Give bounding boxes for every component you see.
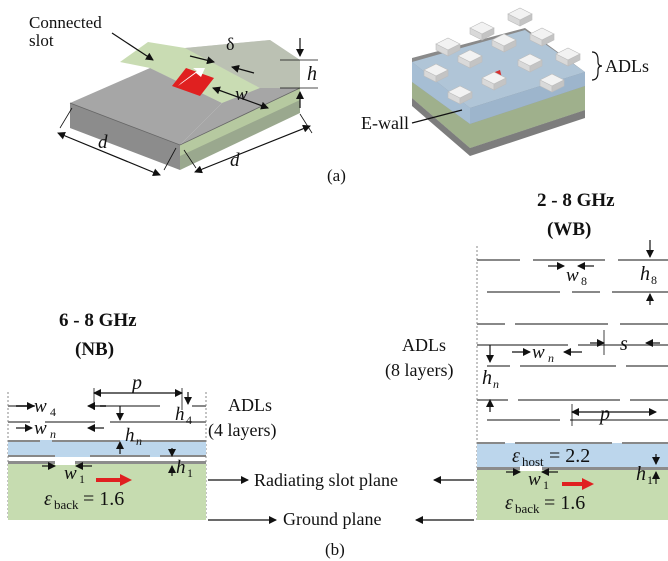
wb-hn-label: h [482, 367, 492, 389]
nb-w1-sub: 1 [79, 472, 85, 486]
wb-subtitle: (WB) [547, 219, 591, 240]
plane-labels: Radiating slot plane Ground plane [208, 470, 474, 529]
wb-radiating-slot-plane [477, 467, 668, 470]
nb-h4-sub: 4 [186, 413, 192, 427]
wb-adl-host-layer [477, 443, 668, 467]
radiating-slot-plane-label: Radiating slot plane [254, 470, 398, 490]
delta-arrow-right [231, 64, 255, 74]
wb-backing-layer [477, 470, 668, 520]
wb-cross-section: 2 - 8 GHz (WB) w 8 h 8 s [385, 190, 668, 520]
connected-slot-arrow [111, 32, 154, 61]
adl-cubes [423, 7, 581, 105]
nb-w4-sub: 4 [50, 405, 56, 419]
d-left-label: d [98, 132, 108, 153]
nb-hn-sub: n [136, 434, 142, 448]
nb-hn-label: h [125, 425, 135, 446]
d-right-dim [194, 124, 311, 174]
nb-adls-layers: (4 layers) [208, 420, 276, 441]
ewall-label: E-wall [361, 113, 409, 133]
nb-wn-label: w [34, 418, 47, 439]
nb-cross-section: 6 - 8 GHz (NB) p w 4 h 4 w n [7, 310, 276, 520]
wb-h1-label: h [636, 463, 646, 485]
wb-p-label: p [598, 403, 610, 425]
wb-eps-host-sub: host [522, 454, 544, 469]
wb-h1-sub: 1 [647, 473, 653, 487]
w-label: w [235, 84, 248, 105]
wb-w1-label: w [528, 469, 541, 490]
nb-w1-label: w [64, 463, 77, 484]
ewall-leader [411, 109, 463, 124]
part-a-annotations: Connected slot δ h w d d [29, 13, 318, 177]
nb-wn-sub: n [50, 427, 56, 441]
connected-slot-label-2: slot [29, 31, 54, 50]
h-label: h [307, 63, 317, 85]
wb-eps-host-symbol: ε [512, 445, 520, 467]
wb-w1-sub: 1 [543, 478, 549, 492]
nb-adl-host-layer [8, 440, 206, 457]
nb-adl-strips [8, 405, 206, 457]
adls-brace [591, 51, 603, 81]
wb-adls-layers: (8 layers) [385, 360, 453, 381]
d-left-dim [57, 131, 161, 177]
nb-eps-back-symbol: ε [44, 488, 52, 510]
nb-backing-layer [8, 464, 206, 520]
nb-w4-label: w [34, 396, 47, 417]
nb-eps-back-value: = 1.6 [83, 488, 124, 510]
nb-eps-back-sub: back [54, 497, 79, 512]
wb-wn-sub: n [548, 351, 554, 365]
wb-adls-label: ADLs [402, 335, 446, 355]
wb-s-label: s [620, 333, 628, 355]
wb-eps-back-symbol: ε [505, 492, 513, 514]
nb-subtitle: (NB) [75, 339, 114, 360]
adls-label: ADLs [605, 56, 649, 76]
delta-label: δ [226, 34, 234, 54]
wb-w8-label: w [566, 265, 579, 286]
nb-h4-label: h [175, 404, 185, 425]
nb-p-label: p [130, 372, 142, 394]
wb-w8-sub: 8 [581, 274, 587, 288]
caption-b: (b) [325, 540, 345, 559]
wb-hn-sub: n [493, 377, 499, 391]
feed-port [172, 68, 214, 96]
nb-h1-sub: 1 [187, 466, 193, 480]
part-a-right-annotations: ADLs E-wall [361, 51, 649, 133]
connected-slot-label: Connected [29, 13, 102, 32]
nb-adls-label: ADLs [228, 395, 272, 415]
nb-h1-label: h [176, 457, 186, 478]
wb-title: 2 - 8 GHz [537, 190, 615, 211]
w-dim [212, 86, 269, 110]
ewall-body [412, 82, 585, 148]
ground-plane-label: Ground plane [283, 509, 381, 529]
nb-title: 6 - 8 GHz [59, 310, 137, 331]
unit-cell-with-adls-3d [412, 7, 585, 156]
wb-adl-strips [477, 259, 668, 444]
wb-eps-host-value: = 2.2 [549, 445, 590, 467]
wb-h8-label: h [640, 263, 650, 285]
caption-a: (a) [327, 166, 346, 185]
nb-radiating-slot-plane [8, 461, 206, 464]
delta-arrow-left [189, 55, 215, 65]
wb-h8-sub: 8 [651, 273, 657, 287]
wb-wn-label: w [532, 342, 545, 363]
d-right-label: d [230, 150, 240, 171]
wb-eps-back-value: = 1.6 [544, 492, 585, 514]
wb-eps-back-sub: back [515, 501, 540, 516]
